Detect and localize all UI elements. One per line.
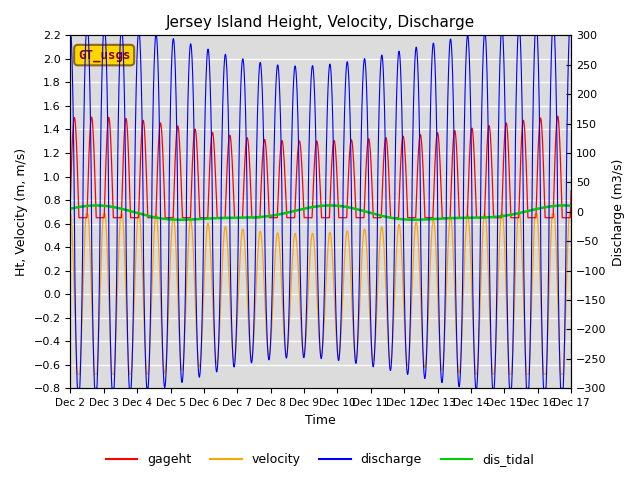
discharge: [367, 323, 374, 328]
velocity: [567, 211, 575, 217]
discharge: [258, 76, 266, 82]
velocity: [440, 346, 448, 351]
dis_tidal: [410, 217, 418, 223]
gageht: [75, 215, 83, 221]
gageht: [554, 113, 561, 119]
dis_tidal: [440, 216, 448, 221]
dis_tidal: [567, 203, 575, 209]
gageht: [67, 195, 74, 201]
discharge: [157, 297, 165, 303]
Line: gageht: gageht: [70, 116, 571, 218]
Y-axis label: Ht, Velocity (m, m/s): Ht, Velocity (m, m/s): [15, 148, 28, 276]
discharge: [67, 33, 74, 38]
Y-axis label: Discharge (m3/s): Discharge (m3/s): [612, 158, 625, 265]
gageht: [367, 156, 374, 162]
dis_tidal: [326, 203, 334, 208]
Line: dis_tidal: dis_tidal: [70, 205, 571, 220]
discharge: [440, 344, 448, 349]
velocity: [367, 334, 374, 339]
dis_tidal: [392, 216, 400, 221]
velocity: [392, 257, 400, 263]
discharge: [567, 33, 575, 38]
dis_tidal: [258, 214, 266, 220]
gageht: [392, 215, 400, 221]
velocity: [157, 321, 165, 327]
gageht: [258, 169, 266, 175]
dis_tidal: [67, 206, 74, 212]
velocity: [258, 239, 266, 244]
discharge: [74, 385, 81, 391]
X-axis label: Time: Time: [305, 414, 336, 427]
dis_tidal: [479, 215, 486, 220]
Text: GT_usgs: GT_usgs: [78, 48, 131, 61]
velocity: [74, 372, 81, 377]
gageht: [157, 126, 165, 132]
dis_tidal: [157, 216, 165, 221]
gageht: [567, 188, 575, 194]
discharge: [478, 88, 486, 94]
discharge: [392, 112, 400, 118]
velocity: [478, 245, 486, 251]
velocity: [67, 211, 74, 217]
Title: Jersey Island Height, Velocity, Discharge: Jersey Island Height, Velocity, Discharg…: [166, 15, 476, 30]
Line: velocity: velocity: [70, 214, 571, 374]
gageht: [440, 215, 448, 221]
dis_tidal: [367, 210, 374, 216]
Line: discharge: discharge: [70, 36, 571, 388]
gageht: [478, 215, 486, 221]
Legend: gageht, velocity, discharge, dis_tidal: gageht, velocity, discharge, dis_tidal: [101, 448, 539, 471]
